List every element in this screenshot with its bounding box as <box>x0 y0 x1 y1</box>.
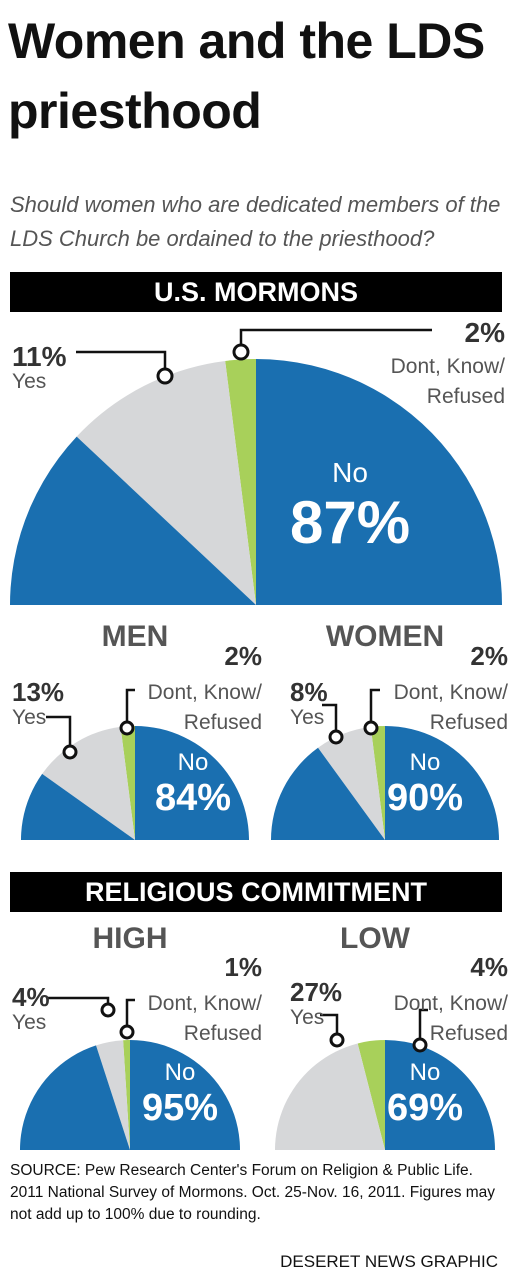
value-label: 69% <box>386 1087 464 1129</box>
value-label: 13% <box>12 677 65 707</box>
value-label: 8% <box>290 677 328 707</box>
subtitle: Should women who are dedicated members o… <box>10 192 501 251</box>
pie-slice <box>19 1040 240 1150</box>
category-label: Yes <box>12 370 47 393</box>
dk-leader <box>239 328 432 352</box>
leader-dot <box>119 1024 135 1040</box>
dk-leader <box>418 1008 428 1045</box>
pie-slice <box>21 726 249 840</box>
credit: DESERET NEWS GRAPHIC <box>280 1252 498 1271</box>
category-label: No <box>409 1059 441 1086</box>
yes-leader <box>48 996 110 1010</box>
yes-leader <box>46 715 72 752</box>
value-label: 4% <box>470 952 508 982</box>
pie <box>271 726 499 840</box>
category-label: Yes <box>12 706 47 729</box>
value-label: 84% <box>154 777 232 819</box>
pie-slice <box>317 726 385 840</box>
title: Women and the LDS priesthood <box>8 13 485 139</box>
pie <box>10 359 502 605</box>
category-label: Yes <box>290 1006 325 1029</box>
source-note: SOURCE: Pew Research Center's Forum on R… <box>10 1162 496 1223</box>
value-label: 2% <box>470 641 508 671</box>
category-label: No <box>164 1059 196 1086</box>
category-label: No <box>177 749 209 776</box>
category-label: Yes <box>290 706 325 729</box>
leader-dot <box>363 720 379 736</box>
leader-dot <box>100 1002 116 1018</box>
leader-dot <box>62 744 78 760</box>
pie-slice <box>357 1040 385 1150</box>
pie-slice <box>225 359 256 605</box>
pie-slice <box>271 726 499 840</box>
pie-slice <box>123 1040 130 1150</box>
leader-dot <box>328 729 344 745</box>
pie <box>19 1040 240 1150</box>
category-label: Dont, Know/ Refused <box>147 992 262 1045</box>
yes-leader <box>320 1013 339 1040</box>
category-label: Dont, Know/ Refused <box>147 681 262 734</box>
value-label: 87% <box>289 489 411 556</box>
category-label: No <box>332 457 368 488</box>
chart-title: WOMEN <box>325 620 445 653</box>
dk-leader <box>125 688 135 728</box>
leader-dot <box>412 1037 428 1053</box>
leader-dot <box>119 720 135 736</box>
pie-slice <box>96 1040 130 1150</box>
value-label: 95% <box>141 1087 219 1129</box>
category-label: Yes <box>12 1011 47 1034</box>
value-label: 27% <box>290 977 343 1007</box>
leader-dot <box>156 367 174 385</box>
pie-slice <box>76 360 256 605</box>
pie-slice <box>10 359 502 605</box>
leader-dot <box>232 343 250 361</box>
leader-dot <box>329 1032 345 1048</box>
value-label: 1% <box>224 952 262 982</box>
chart-title: MEN <box>101 620 169 653</box>
category-label: Dont, Know/ Refused <box>390 355 505 408</box>
pie <box>275 1040 495 1150</box>
value-label: 4% <box>12 982 50 1012</box>
pie-slice <box>370 726 385 840</box>
section-header: U.S. MORMONS <box>10 272 502 312</box>
value-label: 2% <box>464 317 505 348</box>
value-label: 11% <box>12 341 67 372</box>
chart-title: HIGH <box>92 922 168 955</box>
chart-title: LOW <box>340 922 410 955</box>
section-header: RELIGIOUS COMMITMENT <box>10 872 502 912</box>
dk-leader <box>125 998 135 1032</box>
value-label: 90% <box>386 777 464 819</box>
category-label: Dont, Know/ Refused <box>393 681 508 734</box>
pie-slice <box>275 1043 385 1150</box>
yes-leader <box>76 350 167 376</box>
category-label: No <box>409 749 441 776</box>
dk-leader <box>369 688 380 728</box>
pie-slice <box>120 726 135 840</box>
yes-leader <box>322 703 338 737</box>
pie-slice <box>385 1040 495 1150</box>
value-label: 2% <box>224 641 262 671</box>
category-label: Dont, Know/ Refused <box>393 992 508 1045</box>
